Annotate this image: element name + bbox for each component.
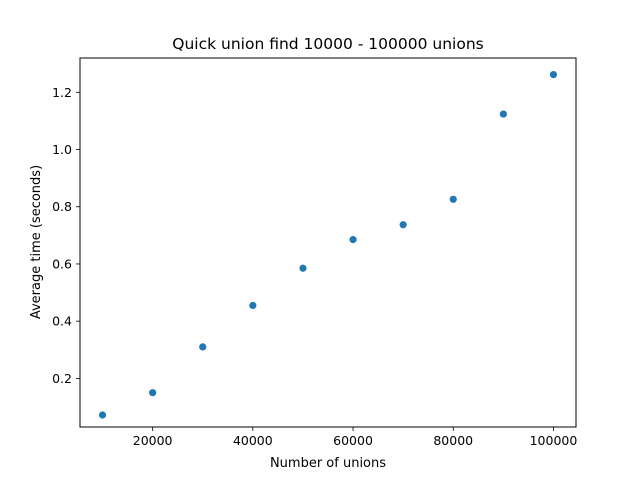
data-point [149, 389, 157, 397]
y-tick-label: 0.4 [52, 314, 72, 329]
chart-title: Quick union find 10000 - 100000 unions [172, 35, 483, 53]
data-point [349, 236, 357, 244]
x-tick-label: 100000 [530, 433, 578, 448]
data-point [449, 195, 457, 203]
x-tick-label: 20000 [133, 433, 173, 448]
y-tick-label: 0.6 [52, 256, 72, 271]
data-point [299, 264, 307, 272]
y-axis-ticks: 0.2 0.4 0.6 0.8 1.0 1.2 [52, 85, 80, 386]
x-axis-title: Number of unions [270, 456, 386, 471]
data-point [399, 221, 407, 229]
data-point [249, 301, 257, 310]
data-point [199, 343, 207, 351]
data-point [549, 70, 558, 79]
y-axis-title: Average time (seconds) [29, 165, 44, 319]
data-point [499, 110, 507, 118]
plot-area-frame [79, 57, 577, 428]
x-tick-label: 60000 [333, 433, 373, 448]
y-tick-label: 0.8 [52, 199, 72, 214]
y-tick-label: 0.2 [52, 371, 72, 386]
data-points [98, 70, 558, 419]
data-point [98, 411, 107, 419]
y-tick-label: 1.2 [52, 85, 72, 100]
x-axis-ticks: 20000 40000 60000 80000 100000 [133, 427, 578, 448]
x-tick-label: 40000 [233, 433, 273, 448]
y-tick-label: 1.0 [52, 142, 72, 157]
x-tick-label: 80000 [433, 433, 473, 448]
